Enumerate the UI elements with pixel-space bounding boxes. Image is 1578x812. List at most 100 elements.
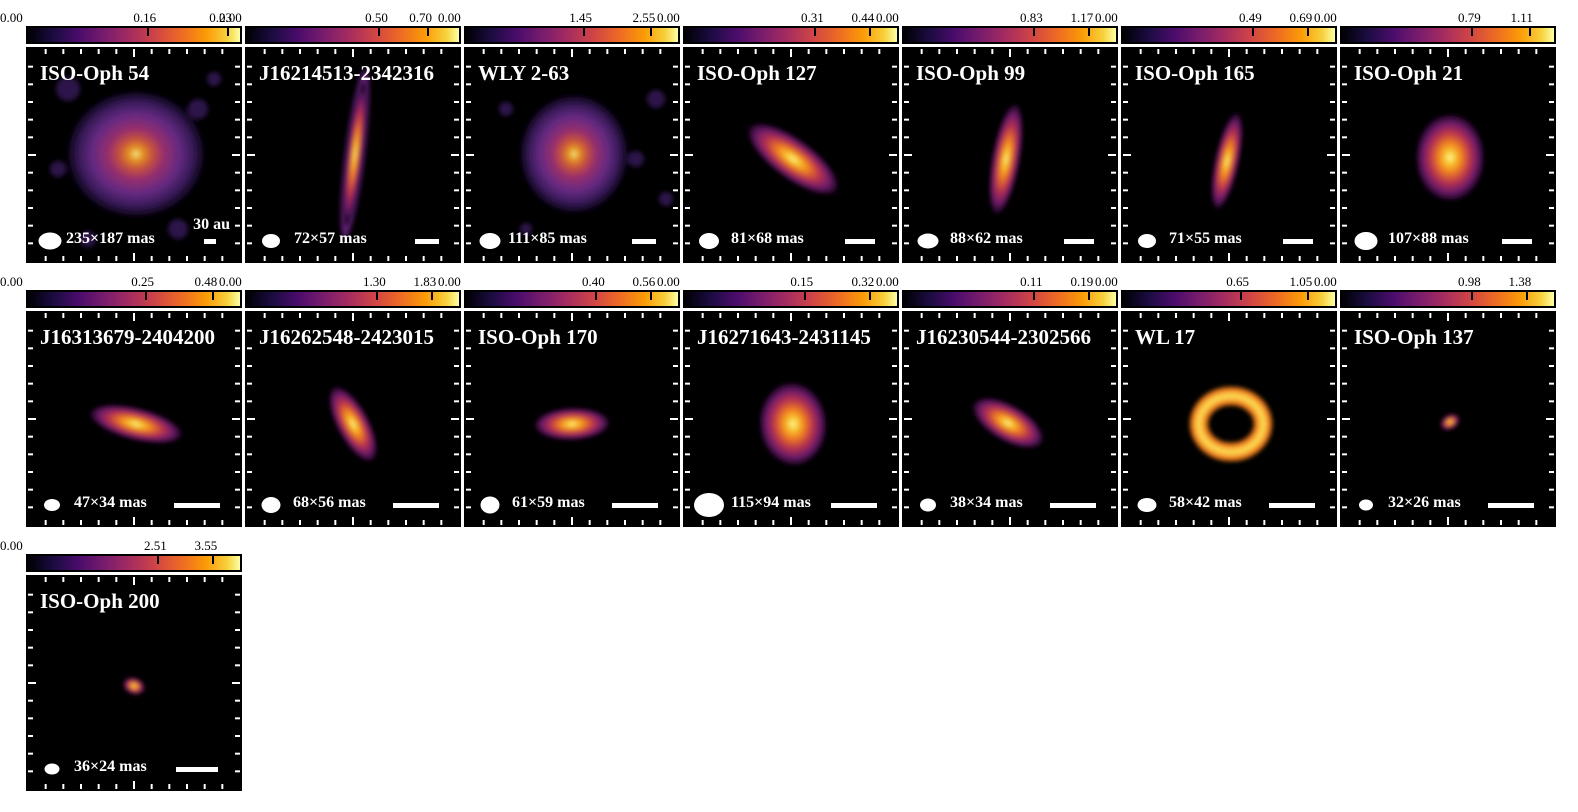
axis-ticks	[1342, 313, 1554, 525]
disk-emission-plot	[904, 49, 1116, 261]
colorbar-mid-label: 0.83	[1019, 10, 1043, 25]
source-name: WL 17	[1135, 325, 1196, 349]
disk-image: ISO-Oph 137 32×26 mas	[1340, 311, 1556, 527]
colorbar-tick	[146, 28, 149, 36]
scale-bar	[393, 503, 439, 508]
disk-emission-plot	[247, 49, 459, 261]
beam-ellipse	[44, 499, 60, 511]
disk-emission	[499, 90, 673, 235]
colorbar-mid-label: 0.40	[581, 274, 605, 289]
disk-emission-plot	[466, 49, 678, 261]
scale-bar	[174, 503, 220, 508]
disk-emission-plot	[247, 313, 459, 525]
disk-panel: 0.00 0.98 1.38 ISO-Oph 137 32×26 mas	[1314, 264, 1556, 527]
scale-bar	[204, 239, 216, 244]
beam-ellipse	[920, 498, 936, 512]
disk-image: ISO-Oph 99 88×62 mas	[902, 47, 1118, 263]
colorbar-max-label: 1.05	[1289, 274, 1313, 289]
axis-ticks	[1123, 313, 1335, 525]
disk-emission	[1211, 112, 1243, 210]
axis-ticks	[247, 313, 459, 525]
disk-image: WLY 2-63 111×85 mas	[464, 47, 680, 263]
colorbar-labels: 0.00 0.79 1.11	[1314, 0, 1556, 25]
colorbar-max-label: 0.32	[851, 274, 875, 289]
colorbar-tick	[376, 292, 379, 300]
colorbar-tick	[869, 28, 872, 36]
beam-ellipse	[1354, 232, 1378, 250]
colorbar	[26, 26, 242, 44]
colorbar-mid-label: 0.50	[365, 10, 388, 25]
disk-panel: 0.00 0.65 1.05 WL 17 58×42 mas	[1095, 264, 1337, 527]
source-name: J16262548-2423015	[259, 325, 434, 349]
axis-ticks	[904, 49, 1116, 261]
disk-emission	[534, 407, 610, 441]
beam-ellipse	[261, 497, 281, 513]
disk-emission	[340, 69, 370, 239]
colorbar	[26, 290, 242, 308]
disk-emission-plot	[28, 49, 240, 261]
disk-image: J16214513-2342316 72×57 mas	[245, 47, 461, 263]
beam-ellipse	[699, 233, 719, 249]
beam-ellipse	[694, 493, 724, 517]
axis-ticks	[466, 313, 678, 525]
colorbar	[902, 290, 1118, 308]
colorbar-tick	[1252, 28, 1255, 36]
colorbar-labels: 0.00 0.65 1.05	[1095, 264, 1337, 289]
colorbar-tick	[1088, 28, 1091, 36]
axis-ticks	[685, 313, 897, 525]
disk-panel: 0.00 0.16 0.23 ISO-Oph 54 235×187 mas 30 au	[0, 0, 242, 263]
beam-size-label: 235×187 mas	[66, 230, 155, 247]
colorbar-tick	[1528, 28, 1531, 36]
colorbar-mid-label: 0.25	[131, 274, 154, 289]
colorbar-min-label: 0.00	[657, 10, 680, 25]
scale-bar	[176, 767, 218, 772]
colorbar-max-label: 1.11	[1510, 10, 1533, 25]
source-name: ISO-Oph 200	[40, 589, 160, 613]
colorbar-tick	[1307, 28, 1310, 36]
colorbar-max-label: 0.70	[409, 10, 432, 25]
beam-size-label: 68×56 mas	[293, 494, 366, 511]
colorbar	[1340, 26, 1556, 44]
scale-bar	[1502, 239, 1532, 244]
colorbar-mid-label: 0.98	[1457, 274, 1481, 289]
beam-size-label: 81×68 mas	[731, 230, 804, 247]
disk-emission	[328, 386, 378, 462]
disk-image: J16271643-2431145 115×94 mas	[683, 311, 899, 527]
colorbar-labels: 0.00 0.31 0.44	[657, 0, 899, 25]
beam-size-label: 72×57 mas	[294, 230, 367, 247]
colorbar-max-label: 0.56	[632, 274, 656, 289]
disk-emission-plot	[904, 313, 1116, 525]
colorbar-labels: 0.00 0.83 1.17	[876, 0, 1118, 25]
source-name: ISO-Oph 170	[478, 325, 598, 349]
beam-ellipse	[44, 763, 60, 775]
disk-panel: 0.00 2.51 3.55 ISO-Oph 200 36×24 mas	[0, 528, 242, 791]
disk-emission	[758, 382, 828, 466]
colorbar	[1121, 290, 1337, 308]
colorbar-min-label: 0.00	[0, 274, 23, 289]
source-name: J16214513-2342316	[259, 61, 434, 85]
source-name: ISO-Oph 137	[1354, 325, 1474, 349]
colorbar-tick	[227, 28, 230, 36]
source-name: J16313679-2404200	[40, 325, 215, 349]
colorbar	[1121, 26, 1337, 44]
colorbar-max-label: 0.69	[1289, 10, 1313, 25]
colorbar-min-label: 0.00	[219, 274, 242, 289]
colorbar	[683, 26, 899, 44]
disk-image: J16230544-2302566 38×34 mas	[902, 311, 1118, 527]
colorbar-mid-label: 0.11	[1020, 274, 1043, 289]
colorbar	[1340, 290, 1556, 308]
disk-emission-plot	[466, 313, 678, 525]
colorbar-tick	[582, 28, 585, 36]
colorbar	[902, 26, 1118, 44]
beam-ellipse	[479, 233, 501, 249]
colorbar-labels: 0.00 0.40 0.56	[438, 264, 680, 289]
disk-emission-plot	[1123, 313, 1335, 525]
axis-ticks	[1342, 49, 1554, 261]
colorbar-min-label: 0.00	[876, 274, 899, 289]
axis-ticks	[28, 313, 240, 525]
source-name: ISO-Oph 127	[697, 61, 817, 85]
colorbar-max-label: 1.17	[1070, 10, 1094, 25]
disk-panel: 0.00 1.30 1.83 J16262548-2423015 68×56 mas	[219, 264, 461, 527]
colorbar-max-label: 0.44	[851, 10, 875, 25]
